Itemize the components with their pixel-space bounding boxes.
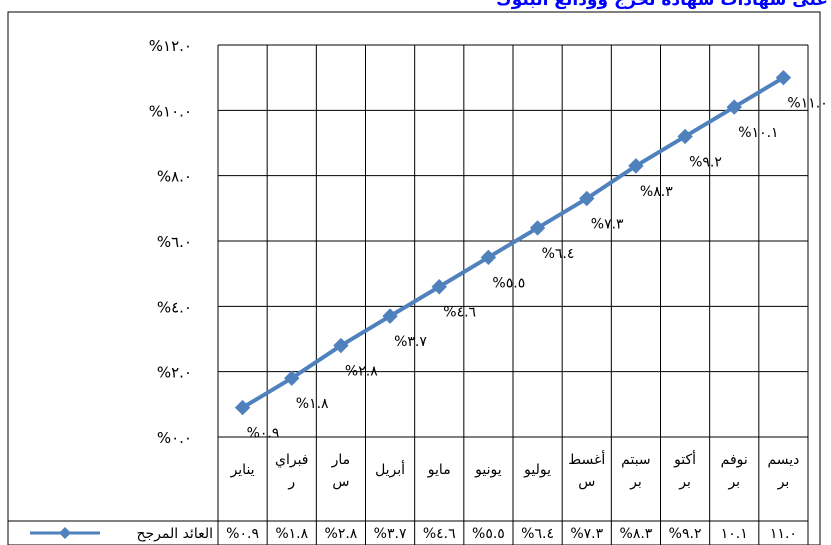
y-axis-labels: %٠.٠ %٢.٠ %٤.٠ %٦.٠ %٨.٠ %١٠.٠ %١٢.٠	[149, 37, 192, 447]
x-tick-label: ر	[287, 474, 295, 490]
series-layer: %٠.٩ %١.٨ %٢.٨ %٣.٧ %٤.٦ %٥.٥ %٦.٤ %٧.٣ %٨.٣ %٩.٢…	[234, 69, 828, 442]
data-point	[529, 220, 546, 236]
page-title: على شهادات شهادة تخرج وودائع البنوك	[496, 0, 828, 10]
data-point	[628, 158, 644, 174]
legend-label: العائد المرجح	[136, 526, 213, 542]
data-point	[284, 370, 300, 386]
y-tick-label: %٨.٠	[157, 168, 192, 186]
x-tick-label: س	[578, 474, 595, 490]
data-label: %٤.٦	[443, 305, 476, 321]
table-value: %٥.٥	[472, 526, 505, 542]
table-value: %٠.٩	[226, 526, 259, 542]
data-label: %٨.٣	[640, 184, 673, 200]
table-value: ١٠.١	[721, 526, 748, 542]
x-tick-label: مار	[331, 452, 351, 468]
grid	[217, 44, 809, 522]
legend-marker	[59, 527, 71, 539]
x-axis-labels: يناير فبراي ر مار س أبريل مايو يونيو يوليو أغسط س س…	[230, 450, 800, 490]
data-label: %٣.٧	[394, 334, 427, 350]
y-tick-label: %١٠.٠	[149, 102, 192, 120]
x-tick-label: يونيو	[474, 462, 502, 478]
x-tick-label: أكتو	[673, 450, 696, 468]
x-tick-label: سبتم	[621, 452, 651, 468]
table-value: ١١.٠	[770, 526, 797, 542]
table-value: %٩.٢	[669, 526, 702, 542]
table-value: %٧.٣	[570, 526, 603, 542]
table-value: %٤.٦	[423, 526, 456, 542]
data-point	[726, 99, 742, 115]
data-table: العائد المرجح %٠.٩ %١.٨ %٢.٨ %٣.٧ %٤.٦ %٥.٥ %٦.…	[7, 520, 809, 545]
x-tick-label: يوليو	[523, 462, 551, 478]
chart-border	[7, 11, 821, 545]
data-label: %١٠.١	[738, 125, 778, 141]
x-tick-label: س	[332, 474, 349, 490]
data-label: %٦.٤	[542, 246, 575, 262]
x-tick-label: بر	[727, 474, 740, 490]
x-tick-label: فبراي	[275, 452, 309, 468]
data-point	[382, 308, 398, 324]
x-tick-label: يناير	[230, 462, 255, 478]
table-value: %٢.٨	[325, 526, 358, 542]
y-tick-label: %٠.٠	[157, 429, 192, 447]
x-tick-label: مايو	[427, 462, 451, 478]
y-tick-label: %٤.٠	[157, 298, 192, 316]
data-label: %١.٨	[296, 396, 329, 412]
x-tick-label: نوفم	[721, 452, 748, 468]
y-tick-label: %١٢.٠	[149, 37, 192, 55]
x-tick-label: أبريل	[375, 460, 405, 478]
y-tick-label: %٦.٠	[157, 233, 192, 251]
data-point	[480, 249, 497, 266]
data-point	[333, 337, 349, 354]
data-point	[579, 190, 595, 207]
data-point	[677, 128, 693, 145]
table-value: %١.٨	[275, 526, 308, 542]
data-label: %١١.٠	[787, 96, 827, 112]
table-value: %٦.٤	[521, 526, 554, 542]
table-value: %٨.٣	[620, 526, 653, 542]
series-line	[241, 75, 785, 410]
y-tick-label: %٢.٠	[157, 364, 192, 382]
x-tick-label: أغسط	[568, 450, 605, 468]
data-label: %٢.٨	[345, 364, 378, 380]
x-tick-label: بر	[629, 474, 642, 490]
x-tick-label: بر	[678, 474, 691, 490]
data-point	[431, 279, 447, 295]
data-point	[775, 69, 792, 86]
table-value: %٣.٧	[374, 526, 407, 542]
x-tick-label: بر	[777, 474, 790, 490]
x-tick-label: ديسم	[767, 452, 799, 468]
data-label: %٩.٢	[689, 154, 722, 170]
data-point	[234, 399, 251, 416]
data-label: %٧.٣	[591, 217, 624, 233]
data-label: %٠.٩	[247, 426, 280, 442]
data-label: %٥.٥	[492, 275, 525, 291]
